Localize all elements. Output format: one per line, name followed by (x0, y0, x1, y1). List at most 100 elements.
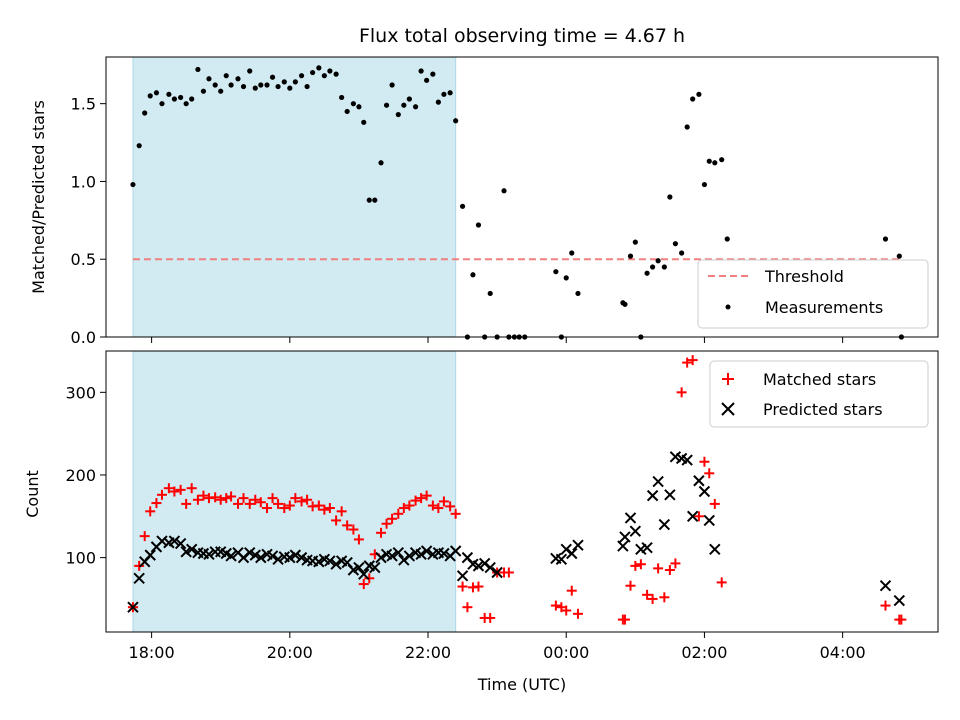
predicted-star-point (353, 561, 365, 574)
matched-star-point (693, 511, 704, 522)
predicted-star-point (646, 489, 659, 502)
predicted-star-point (693, 475, 705, 487)
measurement-point (453, 118, 459, 124)
measurement-point (189, 96, 195, 102)
measurement-point (470, 272, 476, 278)
x-tick-label: 20:00 (267, 643, 313, 662)
y-tick-label: 300 (65, 383, 96, 402)
predicted-star-point (415, 548, 427, 561)
predicted-star-point (658, 518, 671, 531)
measurement-point (287, 85, 293, 91)
counts-y-axis-label: Count (23, 470, 42, 518)
predicted-star-point (619, 531, 631, 543)
measurement-point (195, 66, 201, 73)
matched-star-point (279, 503, 290, 514)
counts-panel: 100 200 300 18:00 20:00 22:00 00:00 02:00 04:00… (23, 350, 939, 694)
measurement-point (622, 301, 628, 307)
measurement-point (166, 91, 172, 97)
matched-star-point (381, 518, 392, 529)
matched-star-point (880, 600, 891, 611)
measurement-point (339, 94, 345, 101)
measurement-point (183, 101, 189, 107)
matched-star-point (255, 497, 266, 508)
predicted-star-point (392, 546, 405, 559)
matched-star-point (163, 483, 174, 494)
matched-star-point (450, 508, 461, 519)
measurement-point (228, 82, 234, 88)
matched-star-point (709, 498, 720, 509)
measurement-point (696, 91, 702, 97)
measurement-point (298, 73, 305, 79)
predicted-star-point (572, 539, 584, 551)
matched-star-point (156, 489, 167, 500)
measurement-point (679, 250, 685, 256)
measurement-point (424, 77, 430, 83)
measurement-point (719, 157, 725, 163)
matched-star-point (625, 580, 636, 591)
measurement-point (252, 85, 258, 91)
predicted-star-point (686, 510, 699, 523)
matched-star-point (198, 490, 209, 501)
matched-star-point (151, 498, 162, 509)
measurement-point (159, 101, 165, 107)
predicted-star-point (879, 580, 892, 592)
predicted-star-point (491, 566, 503, 579)
matched-star-point (457, 581, 468, 592)
ratio-legend: Threshold Measurements (697, 259, 929, 329)
matched-star-point (653, 563, 664, 574)
measurement-point (569, 250, 575, 256)
matched-star-point (215, 494, 226, 505)
predicted-star-point (358, 568, 370, 580)
measurement-point (553, 269, 559, 275)
matched-star-point (284, 500, 295, 511)
ratio-panel: 0.0 0.5 1.0 1.5 Matched/Predicted stars Thr… (29, 56, 939, 347)
matched-star-point (896, 614, 907, 625)
predicted-star-point (386, 550, 398, 562)
measurement-point (235, 76, 241, 82)
measurement-point (147, 93, 153, 99)
matched-star-point (313, 500, 324, 511)
legend-measurements-swatch (725, 304, 731, 310)
matched-star-point (550, 600, 561, 611)
measurement-point (441, 91, 447, 97)
legend-threshold-label: Threshold (764, 267, 844, 286)
matched-star-point (290, 493, 301, 504)
measurement-point (655, 258, 661, 264)
matched-star-point (273, 498, 284, 509)
matched-star-point (566, 585, 577, 596)
measurement-point (206, 76, 212, 82)
matched-star-point (342, 520, 353, 531)
measurement-point (269, 74, 276, 80)
matched-star-point (267, 493, 278, 504)
matched-star-point (561, 605, 572, 616)
measurement-point (247, 68, 253, 74)
predicted-star-point (555, 553, 568, 565)
x-tick-label: 18:00 (129, 643, 175, 662)
ratio-legend-box (697, 259, 929, 329)
measurement-point (292, 79, 298, 85)
matched-star-point (670, 558, 681, 569)
predicted-star-point (664, 489, 676, 501)
predicted-star-point (456, 570, 469, 582)
predicted-star-point (698, 485, 711, 498)
measurement-point (356, 104, 362, 110)
matched-star-point (238, 493, 249, 504)
observing-window-shade (132, 350, 457, 633)
measurement-point (264, 82, 270, 88)
predicted-star-point (438, 547, 450, 560)
matched-star-point (226, 491, 237, 502)
measurement-point (218, 88, 224, 94)
predicted-star-point (127, 601, 139, 613)
predicted-star-point (617, 540, 629, 552)
measurement-point (632, 239, 638, 245)
matched-star-point (404, 500, 415, 511)
measurement-point (321, 73, 327, 79)
measurement-point (667, 194, 673, 200)
matched-star-point (659, 592, 670, 603)
matched-star-point (348, 524, 359, 535)
legend-predicted-swatch (721, 402, 735, 416)
x-tick-label: 00:00 (543, 643, 589, 662)
measurement-point (366, 197, 372, 203)
matched-star-point (244, 498, 255, 509)
